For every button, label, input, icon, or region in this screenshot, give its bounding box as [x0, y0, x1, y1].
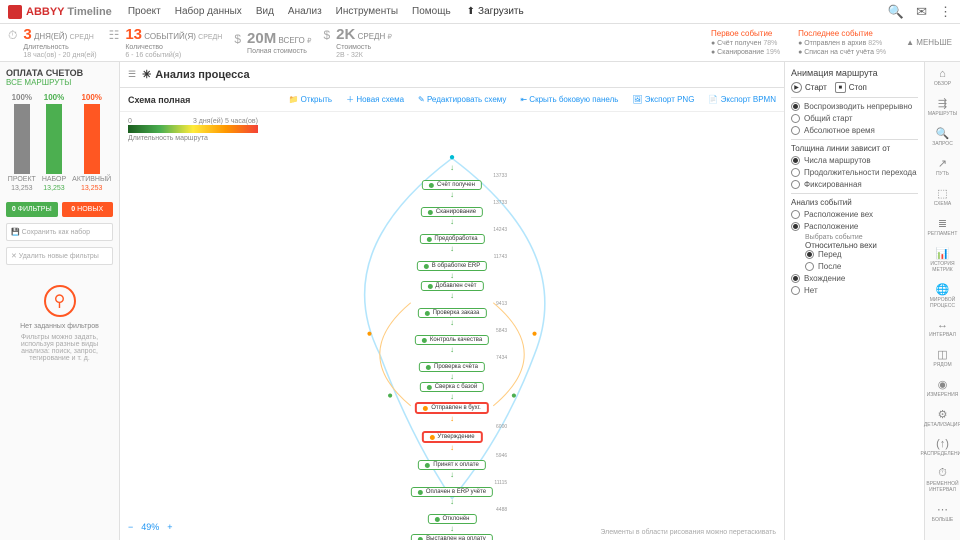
menu-item[interactable]: Помощь: [412, 6, 451, 17]
bar: [46, 104, 62, 174]
menu-item[interactable]: Анализ: [288, 6, 322, 17]
flow-node[interactable]: Оплачен в ERP учёте: [411, 487, 493, 497]
toolbar-button[interactable]: 🖼 Экспорт PNG: [632, 94, 694, 105]
rightnav-item[interactable]: ◉ИЗМЕРЕНИЯ: [927, 378, 959, 398]
search-icon[interactable]: 🔍: [888, 4, 904, 20]
metric: ⏱3 дня(ей) СРЕДНДлительность18 час(ов) -…: [8, 26, 97, 59]
rightnav-item[interactable]: ⋯БОЛЬШЕ: [932, 503, 954, 523]
rightnav-item[interactable]: 📊ИСТОРИЯ МЕТРИК: [925, 247, 960, 273]
rightnav-item[interactable]: ↗ПУТЬ: [936, 157, 949, 177]
radio-option[interactable]: Продолжительности перехода: [791, 168, 918, 177]
zoom-in-icon[interactable]: +: [167, 522, 172, 532]
left-sidebar: ОПЛАТА СЧЕТОВ ВСЕ МАРШРУТЫ 100%ПРОЕКТ13,…: [0, 62, 120, 540]
rightnav-item[interactable]: ⌂ОБЗОР: [934, 68, 951, 87]
radio-option[interactable]: Вхождение: [791, 274, 918, 283]
metric: $20M Всего ₽Полная стоимость: [234, 30, 311, 56]
menu-item[interactable]: Вид: [256, 6, 274, 17]
bar: [14, 104, 30, 174]
flow-node[interactable]: Контроль качества: [415, 335, 489, 345]
toolbar-button[interactable]: ⇤ Скрыть боковую панель: [520, 94, 618, 105]
main-menu: Проект Набор данных Вид Анализ Инструменты По…: [128, 6, 451, 17]
rightnav-item[interactable]: ⚙ДЕТАЛИЗАЦИЯ: [924, 408, 960, 428]
radio-option[interactable]: Расположение: [791, 222, 918, 231]
mail-icon[interactable]: ✉: [916, 4, 927, 20]
flow-node[interactable]: Предобработка: [419, 234, 484, 244]
filter-info-text: Фильтры можно задать, используя разные в…: [10, 334, 109, 362]
rightnav-item[interactable]: ⇶МАРШРУТЫ: [928, 97, 957, 117]
metric: ☷13 событий(я) СРЕДНКоличество6 - 16 соб…: [109, 26, 223, 59]
bar: [84, 104, 100, 174]
menu-item[interactable]: Набор данных: [175, 6, 242, 17]
radio-option[interactable]: Расположение вех: [791, 210, 918, 219]
scheme-name: Схема полная: [128, 95, 190, 105]
sidebar-button[interactable]: 💾 Сохранить как набор: [6, 223, 113, 241]
sidebar-button[interactable]: ✕ Удалить новые фильтры: [6, 247, 113, 265]
radio-option[interactable]: После: [805, 262, 918, 271]
rightnav-item[interactable]: ≣РЕГЛАМЕНТ: [928, 217, 958, 237]
animation-panel: Анимация маршрута ▶Старт ■Стоп Воспроизв…: [784, 62, 924, 540]
menu-item[interactable]: Проект: [128, 6, 161, 17]
radio-option[interactable]: Общий старт: [791, 114, 918, 123]
metric: $2K СРЕДН ₽Стоимость2В - 32К: [323, 26, 391, 59]
flow-node[interactable]: Принят к оплате: [418, 460, 486, 470]
canvas-hint: Элементы в области рисования можно перет…: [600, 529, 776, 536]
more-icon[interactable]: ⋮: [939, 4, 952, 20]
toolbar-button[interactable]: 📄 Экспорт BPMN: [708, 94, 776, 105]
center-pane: ☰ ✳ Анализ процесса Схема полная 📁 Откры…: [120, 62, 784, 540]
zoom-out-icon[interactable]: −: [128, 522, 133, 532]
rightnav-item[interactable]: ↔ИНТЕРВАЛ: [929, 319, 956, 338]
rightnav-item[interactable]: ◫РЯДОМ: [933, 348, 951, 368]
process-canvas[interactable]: ●↓13733Счёт получен↓13733Сканирование↓14…: [120, 148, 784, 540]
project-title: ОПЛАТА СЧЕТОВ: [6, 68, 113, 78]
toolbar-button[interactable]: ✎ Редактировать схему: [418, 94, 506, 105]
rightnav-item[interactable]: 🌐МИРОВОЙ ПРОЦЕСС: [925, 283, 960, 309]
rightnav-item[interactable]: (↑)РАСПРЕДЕЛЕНИЕ: [921, 438, 960, 457]
hamburger-icon[interactable]: ☰: [128, 69, 136, 80]
radio-option[interactable]: Фиксированная: [791, 180, 918, 189]
radio-option[interactable]: Числа маршрутов: [791, 156, 918, 165]
right-nav: ⌂ОБЗОР ⇶МАРШРУТЫ 🔍ЗАПРОС ↗ПУТЬ ⬚СХЕМА ≣РЕГЛАМ…: [924, 62, 960, 540]
flow-node[interactable]: Добавлен счёт: [420, 281, 483, 291]
radio-option[interactable]: Нет: [791, 286, 918, 295]
radio-option[interactable]: Перед: [805, 250, 918, 259]
toolbar-button[interactable]: ＋ Новая схема: [346, 94, 404, 105]
logo-icon: [8, 5, 22, 19]
flow-node[interactable]: Отклонён: [428, 514, 477, 524]
toolbar-button[interactable]: 📁 Открыть: [288, 94, 332, 105]
flow-node[interactable]: Утверждение: [421, 431, 482, 443]
rightnav-item[interactable]: ⏱ВРЕМЕННОЙ ИНТЕРВАЛ: [925, 467, 960, 493]
panel-title: Анимация маршрута: [791, 68, 918, 78]
flow-node[interactable]: Счёт получен: [422, 180, 482, 190]
analysis-title: ✳ Анализ процесса: [142, 68, 250, 81]
gradient-legend: 03 дня(ей) 5 часа(ов) Длительность маршр…: [120, 112, 784, 148]
project-sub: ВСЕ МАРШРУТЫ: [6, 78, 113, 87]
zoom-controls[interactable]: − 49% +: [128, 522, 173, 532]
flow-node[interactable]: Сверка с базой: [420, 382, 485, 392]
rightnav-item[interactable]: 🔍ЗАПРОС: [932, 127, 953, 147]
collapse-button[interactable]: ▲ МЕНЬШЕ: [906, 38, 952, 47]
filter-info-title: Нет заданных фильтров: [10, 323, 109, 330]
rightnav-item[interactable]: ⬚СХЕМА: [934, 187, 952, 207]
filter-button[interactable]: 0 НОВЫХ: [62, 202, 114, 217]
topbar: ABBYY Timeline Проект Набор данных Вид Анал…: [0, 0, 960, 24]
upload-button[interactable]: ⬆ Загрузить: [467, 6, 524, 17]
radio-option[interactable]: Абсолютное время: [791, 126, 918, 135]
flow-node[interactable]: Сканирование: [421, 207, 483, 217]
flow-node[interactable]: В обработке ERP: [417, 261, 488, 271]
metrics-bar: ⏱3 дня(ей) СРЕДНДлительность18 час(ов) -…: [0, 24, 960, 62]
flow-node[interactable]: Проверка счёта: [419, 362, 485, 372]
brand: ABBYY Timeline: [26, 6, 112, 18]
flow-node[interactable]: Отправлен в бухг.: [415, 402, 489, 414]
start-button[interactable]: ▶Старт: [791, 82, 827, 93]
menu-item[interactable]: Инструменты: [336, 6, 398, 17]
filter-button[interactable]: 0 ФИЛЬТРЫ: [6, 202, 58, 217]
flow-node[interactable]: Проверка заказа: [418, 308, 487, 318]
stop-button[interactable]: ■Стоп: [835, 82, 867, 93]
radio-option[interactable]: Воспроизводить непрерывно: [791, 102, 918, 111]
filter-icon: ⚲: [44, 285, 76, 317]
flow-node[interactable]: Выставлен на оплату: [411, 534, 493, 540]
